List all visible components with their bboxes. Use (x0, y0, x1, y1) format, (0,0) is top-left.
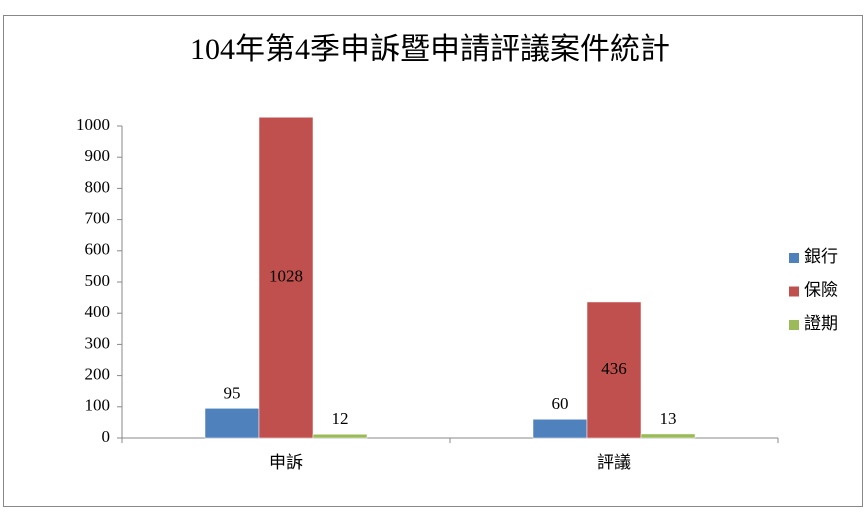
bar (586, 301, 642, 439)
data-label: 12 (332, 409, 349, 428)
legend-label: 保險 (804, 280, 838, 299)
bar (312, 434, 368, 439)
data-label: 1028 (269, 267, 303, 286)
data-label: 60 (552, 394, 569, 413)
legend-swatch (789, 253, 799, 263)
legend-label: 銀行 (804, 247, 838, 266)
y-tick-label: 300 (85, 333, 111, 352)
y-tick-label: 900 (85, 146, 111, 165)
bar (204, 408, 260, 439)
y-tick-label: 400 (85, 302, 111, 321)
y-tick-label: 1000 (76, 115, 110, 134)
y-tick-label: 100 (85, 396, 111, 415)
data-label: 13 (660, 409, 677, 428)
legend-swatch (789, 320, 799, 330)
y-tick-label: 700 (85, 209, 111, 228)
y-tick-label: 0 (102, 427, 111, 446)
chart-border (3, 15, 863, 507)
y-tick-label: 500 (85, 271, 111, 290)
y-tick-label: 800 (85, 177, 111, 196)
y-tick-label: 600 (85, 240, 111, 259)
bar (532, 419, 588, 439)
data-label: 95 (224, 383, 241, 402)
y-tick-label: 200 (85, 365, 111, 384)
data-label: 436 (601, 359, 627, 378)
legend-label: 證期 (804, 314, 838, 333)
bar (258, 117, 314, 439)
x-tick-label: 評議 (597, 453, 631, 472)
bar (640, 433, 696, 439)
legend-swatch (789, 286, 799, 297)
chart-title: 104年第4季申訴暨申請評議案件統計 (190, 33, 670, 66)
x-tick-label: 申訴 (269, 453, 303, 472)
